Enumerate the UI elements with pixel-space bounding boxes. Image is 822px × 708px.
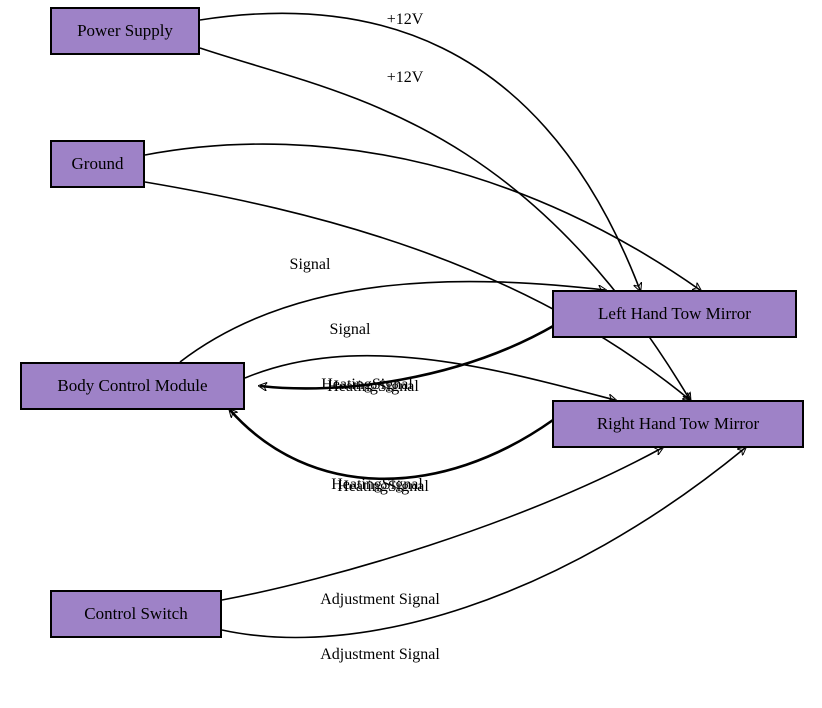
edge-label-signal-1: Signal [290, 256, 331, 274]
edge [222, 448, 662, 600]
edge [230, 410, 553, 479]
node-label: Body Control Module [57, 376, 207, 396]
edge-label-heating-2b: HeatingSignal [337, 478, 429, 496]
edge [145, 144, 700, 290]
edge [260, 325, 555, 388]
node-label: Left Hand Tow Mirror [598, 304, 751, 324]
node-label: Right Hand Tow Mirror [597, 414, 759, 434]
node-right-mirror: Right Hand Tow Mirror [552, 400, 804, 448]
edge-label-12v-b: +12V [387, 69, 424, 87]
edge [180, 282, 605, 362]
edge [222, 448, 745, 637]
edge-label-12v-a: +12V [387, 11, 424, 29]
node-control-switch: Control Switch [50, 590, 222, 638]
node-label: Ground [72, 154, 124, 174]
edge-label-heating-1b: HeatingSignal [327, 378, 419, 396]
node-ground: Ground [50, 140, 145, 188]
edge-label-adjustment-2: Adjustment Signal [320, 646, 440, 664]
edge-label-adjustment-1: Adjustment Signal [320, 591, 440, 609]
edge [245, 356, 615, 400]
node-left-mirror: Left Hand Tow Mirror [552, 290, 797, 338]
node-label: Control Switch [84, 604, 187, 624]
edge-label-signal-2: Signal [330, 321, 371, 339]
edge-label-heating-1: HeatingSignal [321, 376, 413, 394]
edge [200, 13, 640, 290]
node-label: Power Supply [77, 21, 173, 41]
diagram-canvas: Power Supply Ground Body Control Module … [0, 0, 822, 708]
edge [200, 48, 690, 400]
node-power-supply: Power Supply [50, 7, 200, 55]
edge-label-heating-2: HeatingSignal [331, 476, 423, 494]
node-body-control-module: Body Control Module [20, 362, 245, 410]
